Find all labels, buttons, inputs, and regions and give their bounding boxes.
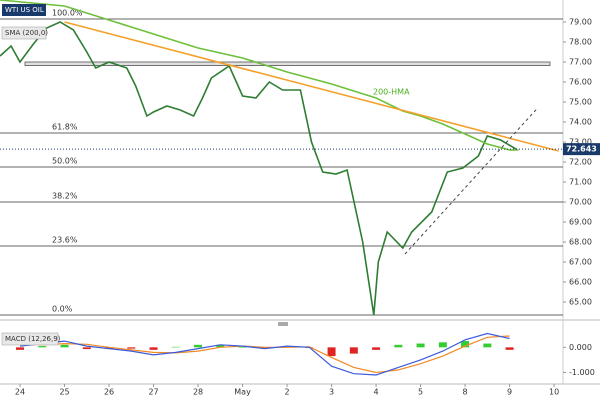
series-line (404, 107, 538, 255)
y-tick-label: -1.000 (569, 368, 595, 377)
histogram-bar (505, 347, 514, 350)
y-tick-label: 66.00 (569, 278, 592, 287)
histogram-bar (216, 344, 225, 348)
x-tick-label: 8 (463, 388, 468, 397)
series-line (0, 0, 519, 151)
level-zone (24, 61, 551, 66)
histogram-bar (372, 347, 381, 350)
series-line (0, 21, 517, 316)
fib-label: 61.8% (52, 123, 78, 132)
histogram-bar (260, 347, 269, 349)
y-tick-label: 71.00 (569, 178, 592, 187)
annotation: 200-HMA (373, 88, 410, 97)
x-tick-label: 10 (549, 388, 559, 397)
y-tick-label: 79.00 (569, 18, 592, 27)
histogram-bar (327, 347, 336, 357)
histogram-bar (149, 347, 158, 350)
histogram-bar (438, 342, 447, 348)
resize-handle (278, 322, 288, 326)
y-tick-label: 74.00 (569, 118, 592, 127)
title: WTI US OIL (5, 6, 44, 14)
signal-line (19, 335, 510, 374)
x-tick-label: 24 (15, 388, 25, 397)
histogram-bar (16, 347, 25, 350)
histogram-bar (38, 346, 47, 348)
current-price-box (563, 143, 600, 156)
y-tick-label: 0.000 (569, 343, 592, 352)
fib-label: 38.2% (52, 192, 78, 201)
histogram-bar (238, 347, 247, 348)
x-tick-label: 26 (104, 388, 114, 397)
x-tick-label: 4 (374, 388, 379, 397)
title-box (2, 4, 46, 16)
y-tick-label: 67.00 (569, 258, 592, 267)
y-tick-label: 76.00 (569, 78, 592, 87)
histogram-bar (171, 346, 180, 348)
y-tick-label: 78.00 (569, 38, 592, 47)
y-tick-label: 65.00 (569, 298, 592, 307)
histogram-bar (349, 347, 358, 354)
histogram-bar (394, 344, 403, 348)
y-tick-label: 77.00 (569, 58, 592, 67)
fib-label: 23.6% (52, 236, 78, 245)
fib-label: 100.0% (52, 9, 83, 18)
y-tick-label: 70.00 (569, 198, 592, 207)
histogram-bar (82, 347, 91, 350)
x-tick-label: 28 (193, 388, 203, 397)
y-tick-label: 72.00 (569, 158, 592, 167)
title: MACD (12,26,9) (5, 335, 61, 343)
y-tick-label: 73.00 (569, 138, 592, 147)
x-tick-label: May (234, 388, 251, 397)
x-tick-label: 3 (329, 388, 334, 397)
x-tick-label: 5 (418, 388, 423, 397)
x-tick-label: 2 (285, 388, 290, 397)
indicator-label: SMA (200,0) (5, 29, 48, 37)
x-tick-label: 9 (507, 388, 512, 397)
histogram-bar (105, 347, 114, 349)
title-box (1, 332, 59, 346)
y-tick-label: 75.00 (569, 98, 592, 107)
histogram-bar (461, 341, 470, 348)
histogram-bar (127, 347, 136, 349)
fib-label: 0.0% (52, 305, 73, 314)
indicator-box (1, 26, 47, 40)
macd-line (19, 332, 510, 376)
x-tick-label: 27 (148, 388, 158, 397)
histogram-bar (416, 343, 425, 348)
x-tick-label: 25 (59, 388, 69, 397)
histogram-bar (60, 344, 69, 348)
y-tick-label: 69.00 (569, 218, 592, 227)
fib-label: 50.0% (52, 157, 78, 166)
y-tick-label: 68.00 (569, 238, 592, 247)
current-price-label: 72.643 (566, 145, 597, 154)
series-line (64, 21, 559, 152)
histogram-bar (483, 343, 492, 348)
histogram-bar (194, 344, 203, 348)
